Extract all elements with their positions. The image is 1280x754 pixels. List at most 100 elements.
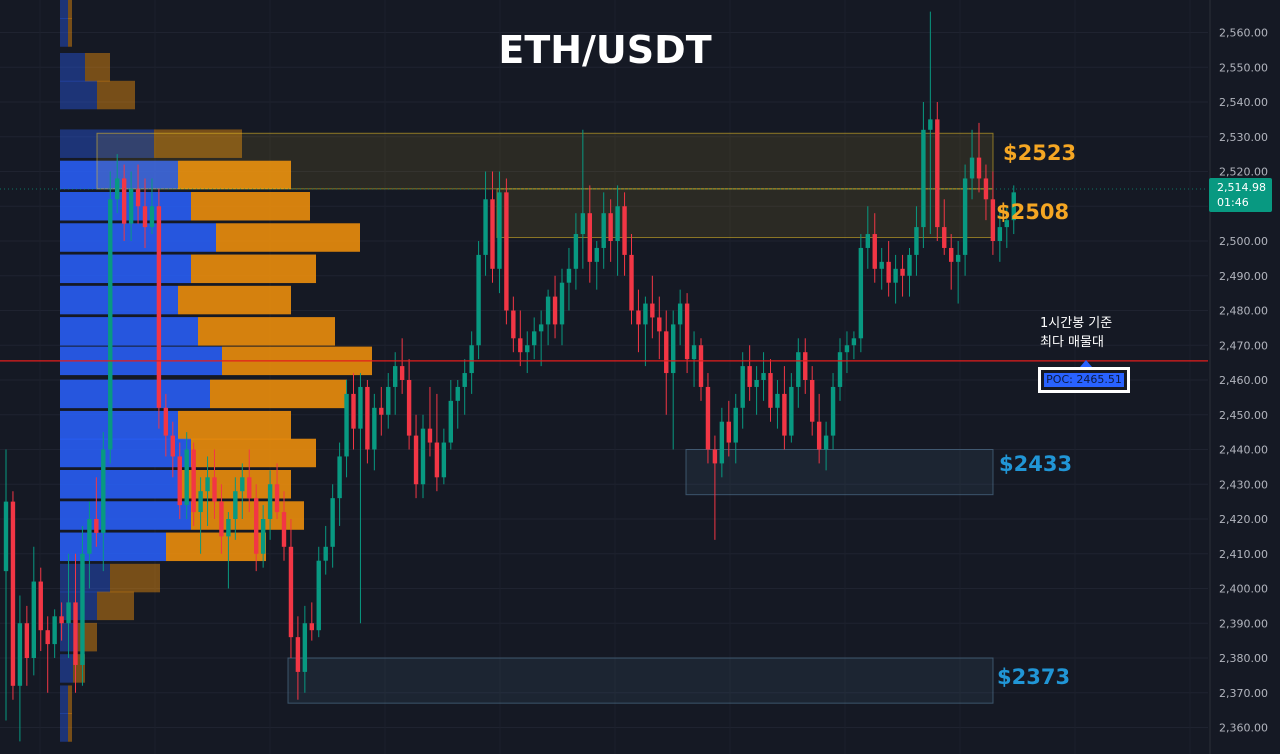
y-tick-label: 2,440.00 bbox=[1219, 444, 1268, 457]
candle-body bbox=[386, 386, 391, 415]
y-tick-label: 2,370.00 bbox=[1219, 687, 1268, 700]
poc-annotation-line1: 1시간봉 기준 bbox=[1040, 316, 1113, 331]
poc-annotation-line2: 최다 매물대 bbox=[1040, 335, 1104, 350]
candle-body bbox=[351, 393, 356, 429]
volume-bar-buy bbox=[60, 223, 216, 252]
volume-bar-buy bbox=[60, 254, 191, 284]
candle-body bbox=[712, 449, 718, 464]
candle-body bbox=[170, 435, 175, 457]
candle-body bbox=[45, 630, 50, 645]
candle-body bbox=[281, 512, 287, 547]
volume-bar-sell bbox=[191, 438, 316, 468]
candle-body bbox=[893, 268, 898, 283]
volume-bar-buy bbox=[60, 563, 110, 593]
candle-body bbox=[962, 178, 968, 255]
volume-bar-buy bbox=[60, 410, 178, 440]
candle-body bbox=[573, 234, 579, 269]
candle-body bbox=[115, 178, 120, 200]
candle-body bbox=[608, 213, 613, 241]
candle-body bbox=[705, 386, 711, 450]
candle-body bbox=[983, 178, 989, 200]
candle-body bbox=[476, 254, 481, 346]
candle-body bbox=[483, 199, 488, 255]
poc-label-text: POC: 2465.51 bbox=[1044, 373, 1124, 387]
candle-body bbox=[594, 247, 599, 262]
candle-body bbox=[886, 261, 891, 283]
candle-body bbox=[323, 546, 328, 561]
candle-body bbox=[309, 623, 314, 631]
volume-bar-buy bbox=[60, 438, 191, 468]
price-zones bbox=[96, 132, 994, 704]
candle-body bbox=[552, 296, 558, 325]
y-tick-label: 2,490.00 bbox=[1219, 270, 1268, 283]
candle-body bbox=[240, 477, 245, 492]
candle-body bbox=[177, 456, 182, 506]
candle-body bbox=[372, 407, 377, 450]
poc-annotation: 1시간봉 기준 최다 매물대 bbox=[1040, 314, 1112, 352]
candle-body bbox=[135, 188, 141, 207]
candle-body bbox=[698, 345, 704, 387]
volume-bar-sell bbox=[210, 379, 347, 409]
volume-bar-buy bbox=[60, 713, 68, 742]
y-tick-label: 2,470.00 bbox=[1219, 339, 1268, 352]
y-tick-label: 2,500.00 bbox=[1219, 235, 1268, 248]
candle-body bbox=[393, 366, 398, 387]
candle-body bbox=[337, 456, 342, 499]
candle-body bbox=[657, 317, 662, 332]
candle-body bbox=[226, 519, 231, 537]
candle-body bbox=[837, 352, 843, 387]
candle-body bbox=[942, 227, 947, 248]
candle-body bbox=[858, 247, 864, 339]
volume-bar-sell bbox=[97, 80, 135, 110]
poc-label: POC: 2465.51 bbox=[1038, 367, 1130, 393]
candle-body bbox=[823, 435, 829, 450]
volume-bar-buy bbox=[60, 501, 191, 530]
candle-body bbox=[775, 393, 780, 408]
candle-body bbox=[295, 637, 301, 672]
candle-body bbox=[1004, 220, 1009, 228]
candle-body bbox=[427, 428, 433, 443]
candle-body bbox=[907, 254, 912, 276]
candle-body bbox=[365, 386, 370, 450]
y-tick-label: 2,390.00 bbox=[1219, 617, 1268, 630]
y-tick-label: 2,520.00 bbox=[1219, 166, 1268, 179]
candle-body bbox=[761, 373, 766, 380]
candle-body bbox=[59, 616, 64, 624]
zone-label-2373: $2373 bbox=[997, 665, 1071, 689]
y-tick-label: 2,400.00 bbox=[1219, 583, 1268, 596]
price-axis: 2,360.00 2,370.00 2,380.00 2,390.00 2,400.00… bbox=[1209, 0, 1280, 754]
candle-body bbox=[566, 268, 572, 283]
candle-body bbox=[865, 234, 870, 248]
candle-body bbox=[149, 206, 155, 228]
y-tick-label: 2,420.00 bbox=[1219, 513, 1268, 526]
candle-body bbox=[754, 380, 759, 387]
candle-body bbox=[3, 501, 9, 572]
candle-body bbox=[260, 519, 266, 554]
candle-body bbox=[643, 303, 648, 325]
candle-body bbox=[955, 254, 961, 262]
candle-body bbox=[128, 188, 134, 224]
candle-body bbox=[121, 178, 127, 224]
y-tick-label: 2,410.00 bbox=[1219, 548, 1268, 561]
candle-body bbox=[316, 560, 321, 631]
candle-body bbox=[420, 428, 426, 485]
candle-body bbox=[163, 407, 169, 436]
candle-body bbox=[302, 623, 308, 672]
candle-body bbox=[38, 581, 43, 631]
candle-body bbox=[413, 435, 419, 485]
y-tick-label: 2,530.00 bbox=[1219, 131, 1268, 144]
candle-body bbox=[344, 393, 349, 457]
candle-body bbox=[949, 247, 954, 262]
y-tick-label: 2,450.00 bbox=[1219, 409, 1268, 422]
candle-body bbox=[288, 546, 294, 638]
volume-bar-buy bbox=[60, 591, 97, 621]
candle-body bbox=[379, 407, 384, 415]
candle-body bbox=[233, 491, 238, 519]
candle-body bbox=[532, 331, 537, 346]
candle-body bbox=[684, 303, 690, 360]
candle-body bbox=[497, 192, 502, 269]
candle-body bbox=[872, 234, 877, 269]
candle-body bbox=[650, 303, 655, 318]
candle-body bbox=[205, 477, 210, 492]
